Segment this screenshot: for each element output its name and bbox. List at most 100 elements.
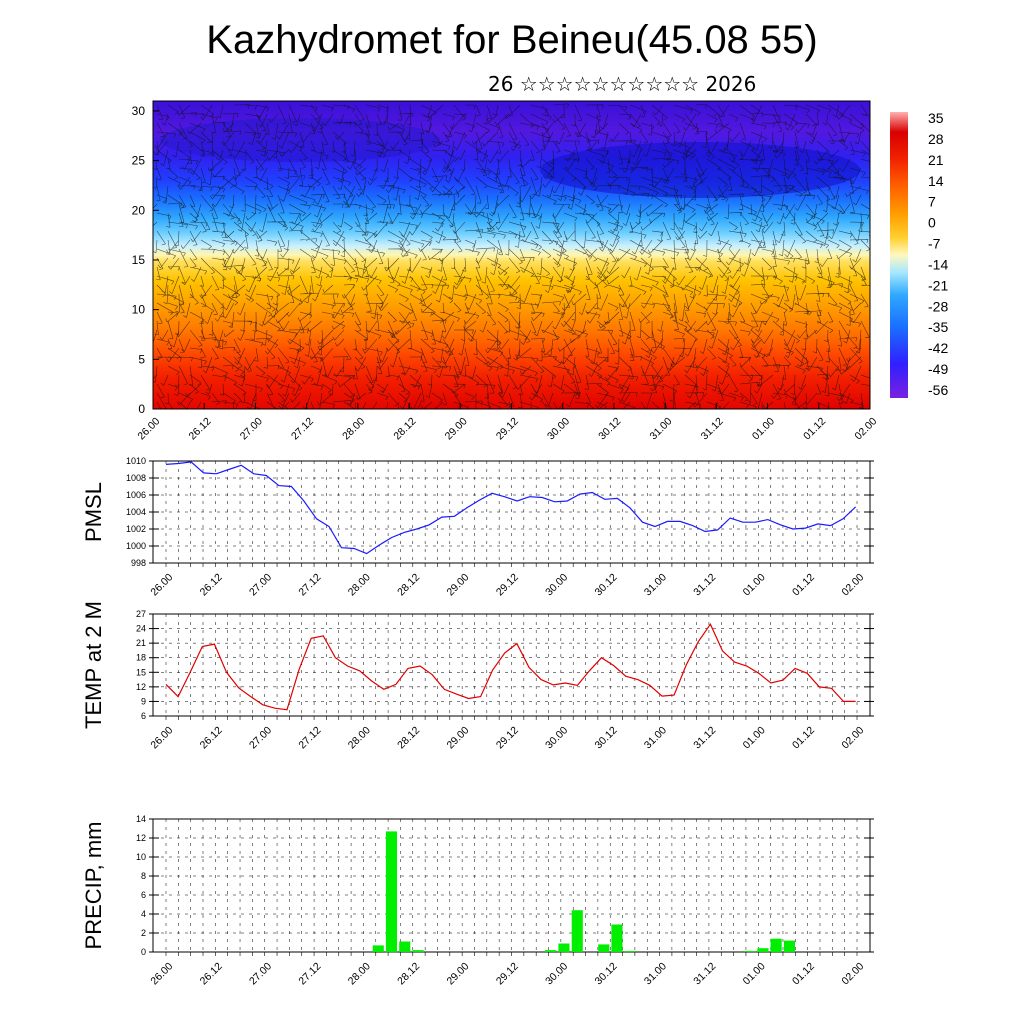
colorbar-label: -7	[928, 236, 941, 252]
colorbar	[890, 112, 908, 398]
y-tick-label: 25	[132, 154, 146, 168]
x-tick-label: 29.00	[443, 415, 470, 442]
x-tick-label: 02.00	[852, 415, 879, 442]
wind-barbs	[153, 103, 870, 409]
x-tick-label: 26.00	[135, 415, 162, 442]
x-tick-label: 31.00	[642, 724, 669, 751]
x-tick-label: 28.00	[346, 724, 373, 751]
x-tick-label: 31.12	[699, 415, 726, 442]
precip-bar	[757, 948, 769, 952]
pmsl-line	[165, 461, 857, 555]
x-tick-label: 29.12	[494, 724, 521, 751]
colorbar-label: -35	[928, 319, 948, 335]
warm-core	[250, 319, 410, 409]
x-tick-label: 30.12	[593, 724, 620, 751]
precip-bar	[611, 924, 623, 952]
x-tick-label: 26.12	[198, 571, 225, 598]
x-tick-label: 31.00	[642, 571, 669, 598]
precip-bar	[412, 950, 424, 952]
precip-bar	[558, 943, 570, 953]
colorbar-label: 14	[928, 173, 944, 189]
cold-core	[540, 142, 860, 198]
pmsl-panel: 998 1000 1002 1004 1006 1008 1010 26.00 26.12 27.…	[81, 456, 874, 598]
temp-line	[165, 622, 856, 711]
y-tick-label: 30	[132, 104, 146, 118]
x-tick-label: 29.00	[444, 724, 471, 751]
y-tick-label: 10	[136, 852, 146, 862]
x-tick-label: 29.00	[444, 571, 471, 598]
y-tick-label: 20	[132, 203, 146, 217]
colorbar-label: 21	[928, 152, 944, 168]
x-tick-label: 01.12	[801, 415, 828, 442]
x-tick-label: 01.12	[790, 571, 817, 598]
x-tick-label: 28.00	[340, 415, 367, 442]
y-axis-label: PMSL	[81, 482, 106, 542]
page-title: Kazhydromet for Beineu(45.08 55)	[206, 18, 818, 62]
precip-bar	[624, 951, 636, 952]
warm-core	[470, 359, 550, 409]
colorbar-label: 28	[928, 131, 944, 147]
x-tick-label: 01.00	[741, 571, 768, 598]
x-tick-label: 31.00	[642, 960, 669, 987]
x-tick-label: 02.00	[839, 571, 866, 598]
x-tick-label: 29.12	[494, 960, 521, 987]
y-tick-label: 1002	[126, 524, 146, 534]
y-tick-label: 18	[136, 653, 146, 663]
x-tick-label: 27.12	[289, 415, 316, 442]
x-tick-label: 01.12	[790, 724, 817, 751]
temp-panel: 6 9 12 15 18 21 24 27 26.00 26.12 27.00 27.12 28.00 2…	[81, 601, 874, 751]
y-tick-label: 8	[141, 871, 146, 881]
precip-bar	[372, 945, 384, 952]
x-tick-label: 30.00	[543, 571, 570, 598]
x-tick-label: 26.12	[187, 415, 214, 442]
x-tick-label: 01.00	[741, 724, 768, 751]
cold-core	[160, 118, 440, 162]
precip-bar	[598, 944, 610, 952]
y-tick-label: 15	[132, 253, 146, 267]
y-tick-label: 4	[141, 909, 146, 919]
x-tick-label: 28.12	[395, 724, 422, 751]
y-axis-label: TEMP at 2 M	[81, 601, 106, 729]
x-tick-label: 01.00	[750, 415, 777, 442]
y-tick-label: 1006	[126, 490, 146, 500]
page-subtitle: 26 ☆☆☆☆☆☆☆☆☆☆ 2026	[488, 72, 757, 96]
y-tick-label: 0	[141, 947, 146, 957]
x-tick-label: 27.12	[296, 724, 323, 751]
x-tick-label: 30.12	[593, 571, 620, 598]
colorbar-label: -14	[928, 256, 948, 272]
x-tick-label: 02.00	[839, 960, 866, 987]
x-tick-label: 27.12	[296, 960, 323, 987]
colorbar-label: -21	[928, 277, 948, 293]
y-tick-label: 9	[141, 696, 146, 706]
colorbar-label: 0	[928, 215, 936, 231]
x-tick-label: 02.00	[839, 724, 866, 751]
x-tick-label: 29.12	[494, 415, 521, 442]
x-tick-label: 30.12	[596, 415, 623, 442]
x-tick-label: 26.00	[148, 571, 175, 598]
x-tick-label: 28.12	[395, 571, 422, 598]
y-tick-label: 1000	[126, 541, 146, 551]
colorbar-label: 7	[928, 194, 936, 210]
x-tick-label: 30.00	[543, 960, 570, 987]
precip-bar	[744, 951, 756, 952]
x-tick-label: 31.12	[691, 571, 718, 598]
x-tick-label: 30.00	[545, 415, 572, 442]
y-tick-label: 998	[131, 558, 146, 568]
y-tick-label: 0	[138, 402, 145, 416]
y-tick-label: 24	[136, 624, 146, 634]
y-tick-label: 12	[136, 833, 146, 843]
precip-bar	[385, 831, 397, 953]
y-tick-label: 10	[132, 303, 146, 317]
y-tick-label: 1004	[126, 507, 146, 517]
x-tick-label: 01.12	[790, 960, 817, 987]
precip-bar	[571, 910, 583, 952]
y-tick-label: 1010	[126, 456, 146, 466]
x-tick-label: 26.12	[198, 960, 225, 987]
precip-panel: 0 2 4 6 8 10 12 14 26.00 26.12 27.00 27.12 28.00 28.1…	[81, 814, 874, 987]
y-tick-label: 2	[141, 928, 146, 938]
x-tick-label: 28.00	[346, 571, 373, 598]
x-tick-label: 01.00	[741, 960, 768, 987]
y-tick-label: 14	[136, 814, 146, 824]
colorbar-label: -42	[928, 340, 948, 356]
